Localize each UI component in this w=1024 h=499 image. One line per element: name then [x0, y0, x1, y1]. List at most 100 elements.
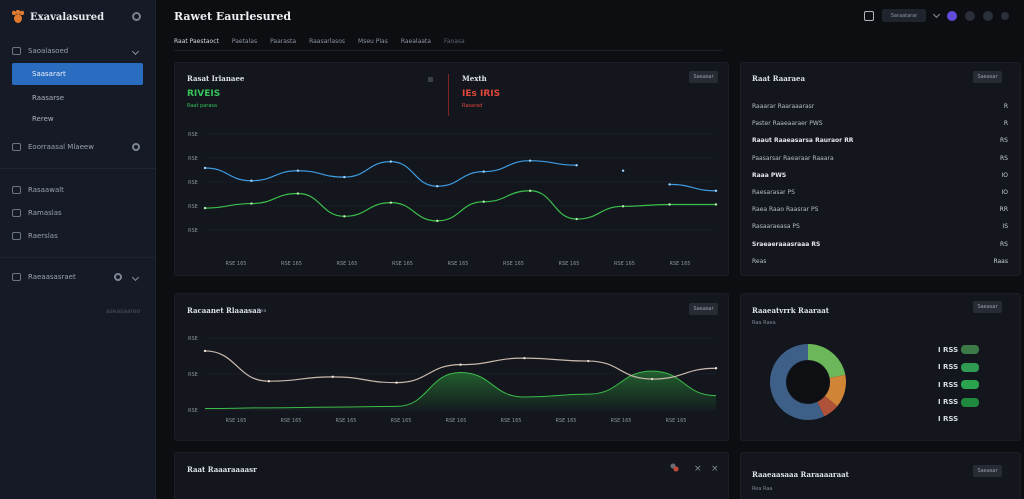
workspace-selector[interactable]: Saraatarar — [882, 9, 926, 22]
list-item-label: Raaa PWS — [752, 171, 787, 179]
bottom-left-title: Raat Raaaraaaasr — [187, 465, 257, 474]
area-chart-title: Racaanet Rlaaasaa — [187, 306, 262, 315]
revenue-action-button[interactable]: Saeasar — [689, 71, 718, 83]
list-item-label: Raea Raao Raasrar PS — [752, 206, 819, 214]
list-item[interactable]: Paster Raaeaaraer PWS R — [752, 120, 1008, 127]
sidebar-group-4[interactable]: Raeaasasraet — [12, 270, 144, 284]
sidebar-link-1[interactable]: Rasaawalt — [12, 183, 144, 197]
list-item-value: RS — [1000, 154, 1008, 162]
filter-icon[interactable] — [670, 463, 682, 475]
sidebar-link-2[interactable]: Ramaslas — [12, 206, 144, 220]
revenue-value: RIVEIS — [187, 89, 221, 99]
list-item-value: RS — [1000, 240, 1008, 248]
accounts-title: Raat Raaraea — [752, 74, 805, 83]
list-item[interactable]: Raaa PWS IO — [752, 172, 1008, 179]
sidebar-group-2[interactable]: Eoorraasal Mlaeew — [12, 140, 144, 154]
donut-action-button[interactable]: Saeasar — [973, 301, 1002, 313]
brand[interactable]: Exavalasured — [12, 10, 104, 24]
list-item-label: Rasaaraeasa PS — [752, 223, 800, 231]
sidebar-link-3[interactable]: Raerslas — [12, 229, 144, 243]
list-item-value: R — [1003, 120, 1008, 128]
revenue-chart-panel — [174, 62, 729, 276]
risk-sub: Rasarad — [462, 103, 483, 109]
sidebar-group-2-label: Eoorraasal Mlaeew — [28, 143, 94, 151]
close-icon-2[interactable]: × — [711, 464, 719, 474]
risk-title: Mexth — [462, 74, 487, 83]
page-title: Rawet Eaurlesured — [174, 10, 292, 23]
legend-item: I RSS — [938, 380, 980, 389]
list-item-label: Paster Raaeaaraer PWS — [752, 120, 823, 128]
legend-item: I RSS — [938, 362, 980, 372]
chevron-down-icon[interactable] — [932, 10, 941, 18]
list-item-value: Raas — [993, 257, 1008, 265]
list-item[interactable]: Raea Raao Raasrar PS RR — [752, 206, 1008, 213]
brand-name: Exavalasured — [30, 11, 105, 23]
sidebar-item-3[interactable]: Rerew — [32, 115, 54, 123]
tab-5[interactable]: Mseu Plas — [358, 38, 388, 45]
list-item-value: R — [1003, 103, 1008, 110]
area-action-button[interactable]: Saeasar — [689, 303, 718, 315]
list-item-value: IS — [1002, 223, 1008, 231]
accounts-panel — [740, 62, 1021, 276]
list-item[interactable]: Reas Raas — [752, 258, 1008, 265]
list-item-label: Sraeaeraaasraaa RS — [752, 240, 821, 248]
legend-label: I RSS — [938, 380, 959, 389]
sidebar-link-2-label: Ramaslas — [28, 209, 62, 217]
revenue-sub: Raat parasa — [187, 103, 218, 109]
sidebar-group-4-label: Raeaasasraet — [28, 273, 76, 281]
donut-sub: Raa Raea — [752, 320, 776, 326]
window-icon[interactable] — [864, 10, 874, 21]
legend-swatch — [961, 362, 980, 372]
tab-7[interactable]: Faoasa — [443, 38, 465, 45]
list-item-label: Reas — [752, 257, 767, 265]
list-item[interactable]: Paasarsar Raearaar Raaara RS — [752, 155, 1008, 162]
sidebar-divider — [0, 168, 156, 169]
list-item[interactable]: Raesarasar PS IO — [752, 189, 1008, 196]
bottom-right-title: Raaeaasaaa Raraaaaraat — [752, 470, 849, 479]
more-icon[interactable] — [1001, 11, 1009, 20]
tab-6[interactable]: Raealaata — [400, 38, 431, 45]
legend-label: I RSS — [938, 345, 959, 354]
sidebar-item-2[interactable]: Raasarse — [32, 94, 65, 102]
area-chart-panel — [174, 293, 729, 441]
list-item-label: Raaut Raaeasarsa Rauraor RR — [752, 137, 854, 145]
sidebar-link-1-label: Rasaawalt — [28, 186, 64, 194]
help-icon[interactable] — [983, 10, 993, 21]
tab-4[interactable]: Raasarlasos — [309, 38, 346, 45]
risk-value: IEs IRIS — [462, 89, 501, 99]
users-icon — [12, 232, 21, 240]
sidebar-divider — [0, 257, 156, 258]
chart-icon — [12, 143, 21, 151]
bottom-left-panel — [174, 452, 729, 499]
expand-icon[interactable] — [428, 77, 433, 82]
list-item-label: Raaarar Raaraaarasr — [752, 103, 815, 110]
tab-3[interactable]: Paarasta — [270, 38, 297, 45]
list-item-label: Paasarsar Raearaar Raaara — [752, 154, 834, 162]
list-item[interactable]: Raaut Raaeasarsa Rauraor RR RS — [752, 137, 1008, 144]
notification-icon[interactable] — [965, 10, 975, 21]
settings-gear-icon[interactable] — [132, 12, 141, 21]
list-item-label: Raesarasar PS — [752, 189, 795, 196]
list-item-value: RS — [1000, 137, 1008, 145]
list-item-value: RR — [999, 206, 1008, 214]
legend-item: I RSS — [938, 345, 980, 354]
sidebar-group-1[interactable]: Saoalasoed — [12, 44, 144, 58]
avatar[interactable] — [947, 10, 957, 21]
donut-title: Raaeatvrrk Raaraat — [752, 306, 830, 315]
legend-item: I RSS — [938, 397, 980, 407]
legend-swatch — [961, 345, 980, 354]
sidebar-footer: aseasaareo — [106, 308, 141, 315]
bottom-right-action-button[interactable]: Saeasar — [973, 465, 1002, 477]
accounts-action-button[interactable]: Saeasar — [973, 71, 1002, 83]
sidebar-item-1[interactable]: Saasarart — [12, 63, 143, 85]
user-icon — [12, 209, 21, 217]
list-item-value: IO — [1001, 189, 1009, 196]
tab-2[interactable]: Paetalas — [231, 38, 258, 45]
list-item[interactable]: Raaarar Raaraaarasr R — [752, 103, 1008, 110]
list-item[interactable]: Sraeaeraaasraaa RS RS — [752, 241, 1008, 248]
settings-icon — [132, 143, 140, 151]
close-icon[interactable]: × — [694, 464, 702, 474]
folder-icon — [12, 47, 21, 55]
list-item[interactable]: Rasaaraeasa PS IS — [752, 223, 1008, 230]
bottom-right-sub: Rea Raa — [752, 486, 773, 492]
